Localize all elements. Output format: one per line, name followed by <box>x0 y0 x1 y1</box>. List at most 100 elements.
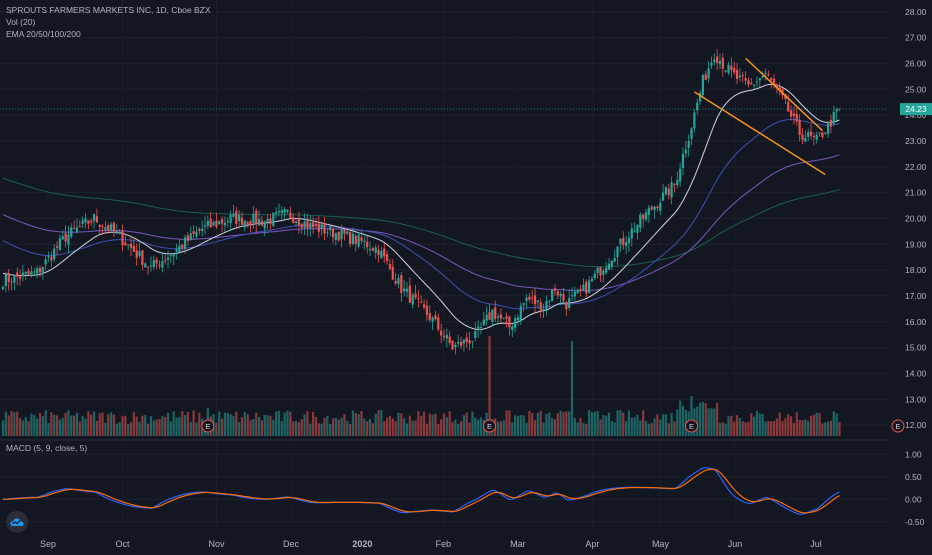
volume-bar <box>391 418 394 436</box>
candle-body <box>750 82 753 84</box>
candle-body <box>388 264 392 269</box>
candle-body <box>838 108 841 110</box>
candle-body <box>565 302 568 310</box>
volume-bar <box>431 414 434 436</box>
volume-indicator-label[interactable]: Vol (20) <box>6 17 36 27</box>
volume-bar <box>562 412 565 436</box>
price-tick-label: 18.00 <box>905 265 927 275</box>
candle-body <box>380 250 383 259</box>
candle-body <box>445 334 448 339</box>
candle-body <box>758 78 761 81</box>
candle-body <box>314 224 318 226</box>
candle-body <box>24 271 27 275</box>
candle-body <box>516 317 520 321</box>
volume-bar <box>78 421 81 436</box>
candle-body <box>713 59 716 63</box>
candle-body <box>610 260 613 267</box>
volume-bar <box>229 414 232 436</box>
volume-bar <box>420 415 423 436</box>
candle-body <box>696 102 699 111</box>
candle-body <box>829 119 833 127</box>
price-tick-label: 12.00 <box>905 420 927 430</box>
candle-body <box>312 222 315 228</box>
candle-body <box>283 208 286 214</box>
volume-bar <box>252 419 255 436</box>
candle-body <box>585 281 588 294</box>
candle-body <box>132 246 135 252</box>
candle-body <box>596 267 599 274</box>
volume-bar <box>471 411 474 436</box>
candle-body <box>112 222 116 232</box>
volume-bar <box>240 417 244 436</box>
candle-body <box>240 217 244 225</box>
tradingview-cloud-icon[interactable] <box>6 511 28 533</box>
candle-body <box>795 113 798 122</box>
earnings-marker-label: E <box>895 422 900 431</box>
candle-body <box>664 187 668 194</box>
ema-200-line <box>2 177 840 268</box>
volume-bar <box>255 412 258 436</box>
volume-bar <box>539 410 542 436</box>
volume-bar <box>394 421 397 436</box>
candle-body <box>257 218 261 226</box>
candle-body <box>121 230 124 246</box>
volume-bar <box>536 412 539 436</box>
candle-body <box>562 293 565 301</box>
volume-bar <box>24 417 27 436</box>
volume-bar <box>41 416 44 436</box>
candle-body <box>206 221 209 226</box>
candle-body <box>616 246 619 258</box>
candle-body <box>482 319 485 326</box>
volume-bar <box>257 416 261 436</box>
candle-body <box>351 233 355 245</box>
volume-bar <box>488 336 491 436</box>
volume-bar <box>101 412 104 436</box>
candle-body <box>178 245 181 253</box>
volume-bar <box>289 411 292 436</box>
volume-bar <box>292 421 295 436</box>
volume-bar <box>647 423 650 436</box>
volume-bar <box>166 412 170 436</box>
candle-body <box>75 227 79 232</box>
candle-body <box>411 294 414 305</box>
candle-body <box>454 344 457 348</box>
candle-body <box>457 341 460 344</box>
candle-body <box>1 286 5 290</box>
candle-body <box>158 265 161 267</box>
volume-bar <box>183 415 187 436</box>
candle-body <box>55 246 59 248</box>
volume-bar <box>286 410 289 436</box>
volume-bar <box>832 411 835 436</box>
volume-bar <box>158 418 161 436</box>
candle-body <box>468 340 471 344</box>
volume-bar <box>545 413 548 436</box>
candle-body <box>579 289 582 291</box>
candle-body <box>252 213 255 223</box>
volume-bar <box>144 415 147 436</box>
candle-body <box>548 301 551 303</box>
candle-body <box>280 210 283 213</box>
ema-indicator-label[interactable]: EMA 20/50/100/200 <box>6 29 81 39</box>
volume-bar <box>138 421 141 436</box>
volume-bar <box>53 414 56 436</box>
volume-bar <box>408 415 411 436</box>
candle-body <box>277 211 281 213</box>
candle-body <box>343 229 346 235</box>
macd-indicator-label[interactable]: MACD (5, 9, close, 5) <box>6 443 88 453</box>
candle-body <box>47 255 50 258</box>
time-tick-label: Oct <box>116 539 131 549</box>
volume-bar <box>821 423 824 436</box>
candle-body <box>172 254 175 257</box>
candle-body <box>306 220 309 229</box>
candle-body <box>346 231 349 234</box>
candle-body <box>53 248 56 260</box>
candle-body <box>397 277 400 285</box>
volume-bar <box>758 413 761 436</box>
volume-bar <box>266 415 269 436</box>
volume-bar <box>576 422 579 436</box>
volume-bar <box>528 411 531 436</box>
symbol-title[interactable]: SPROUTS FARMERS MARKETS INC, 1D, Cboe BZ… <box>6 5 211 15</box>
candle-body <box>212 221 215 226</box>
volume-bar <box>235 411 238 436</box>
